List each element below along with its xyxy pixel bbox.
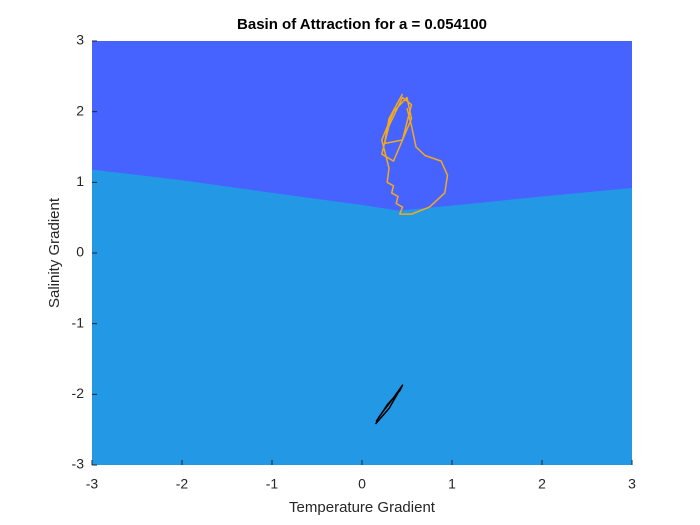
y-tick-label: -3 [72,456,85,472]
x-tick-label: 0 [358,476,366,492]
trajectory [374,384,404,425]
y-tick-label: -2 [72,385,85,401]
y-tick-label: 0 [76,244,84,260]
trajectory [381,93,449,215]
y-tick-label: 2 [76,102,84,118]
upper-region [92,41,632,211]
x-tick-label: -1 [266,476,279,492]
x-tick-label: -3 [86,476,99,492]
x-tick-label: 3 [628,476,636,492]
chart-title: Basin of Attraction for a = 0.054100 [237,16,487,33]
x-axis-label: Temperature Gradient [289,499,436,516]
y-axis-label: Salinity Gradient [46,197,63,308]
y-tick-label: -1 [72,314,85,330]
x-tick-label: -2 [176,476,189,492]
x-tick-label: 2 [538,476,546,492]
y-tick-label: 3 [76,32,84,48]
y-tick-label: 1 [76,173,84,189]
x-tick-label: 1 [448,476,456,492]
